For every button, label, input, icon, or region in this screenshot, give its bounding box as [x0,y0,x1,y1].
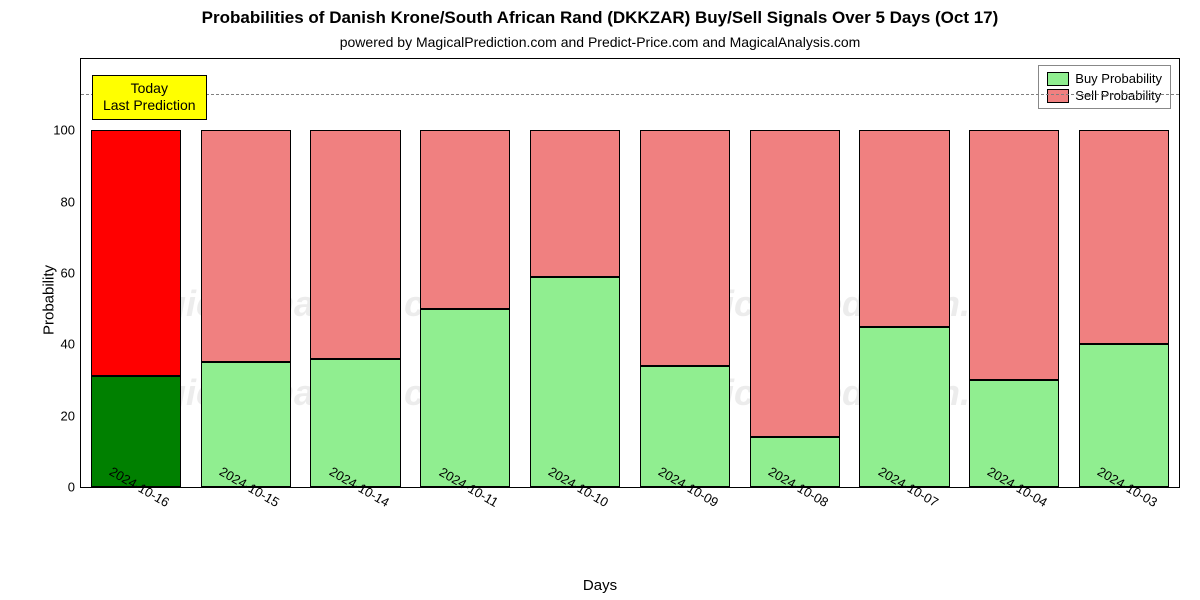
sell-bar [310,130,400,358]
buy-bar [530,277,620,487]
bar-group: 2024-10-07 [859,59,949,487]
y-axis-label: Probability [41,265,58,335]
bar-group: 2024-10-10 [530,59,620,487]
plot-area: Buy ProbabilitySell Probability MagicalA… [80,58,1180,488]
chart-title: Probabilities of Danish Krone/South Afri… [0,8,1200,28]
sell-bar [201,130,291,362]
bar-group: 2024-10-09 [640,59,730,487]
y-tick-label: 100 [53,123,75,138]
sell-bar [640,130,730,365]
sell-bar [750,130,840,437]
bar-group: 2024-10-14 [310,59,400,487]
x-axis-label: Days [0,577,1200,594]
sell-bar [530,130,620,276]
y-tick-label: 0 [68,480,75,495]
today-annotation: Today Last Prediction [92,75,207,120]
sell-bar [1079,130,1169,344]
sell-bar [420,130,510,308]
sell-bar [969,130,1059,380]
y-tick-label: 20 [61,408,75,423]
y-tick-label: 60 [61,266,75,281]
sell-bar [859,130,949,326]
bar-group: 2024-10-08 [750,59,840,487]
bar-group: 2024-10-04 [969,59,1059,487]
bar-group: 2024-10-15 [201,59,291,487]
bar-group: 2024-10-11 [420,59,510,487]
chart-subtitle: powered by MagicalPrediction.com and Pre… [0,34,1200,50]
sell-bar [91,130,181,376]
bar-group: 2024-10-16 [91,59,181,487]
y-tick-label: 40 [61,337,75,352]
y-tick-label: 80 [61,194,75,209]
chart-container: Probabilities of Danish Krone/South Afri… [0,0,1200,600]
bar-group: 2024-10-03 [1079,59,1169,487]
